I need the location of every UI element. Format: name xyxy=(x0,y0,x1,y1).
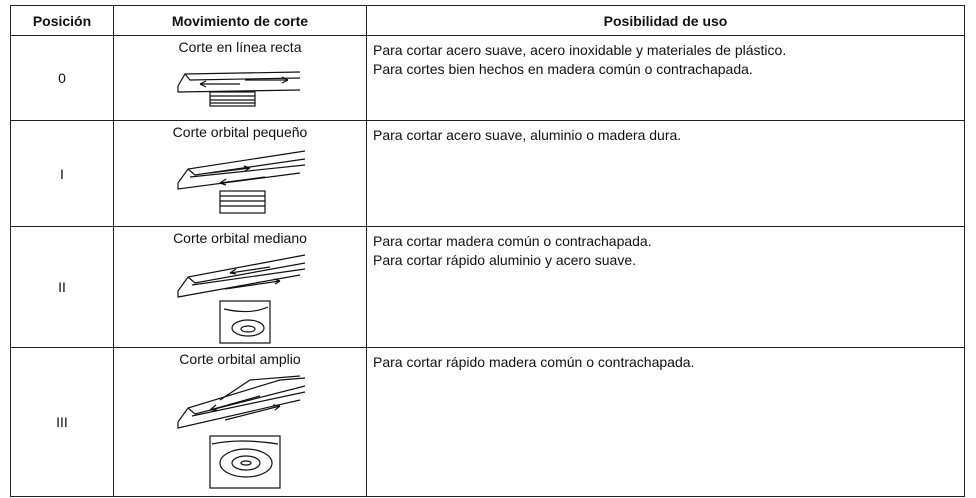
use-line: Para cortar rápido aluminio y acero suav… xyxy=(373,252,637,268)
movement: Corte en línea recta xyxy=(178,39,302,55)
use-line: Para cortar madera común o contrachapada… xyxy=(373,233,652,249)
row: I Corte orbital pequeño Para cortar acer… xyxy=(10,120,965,227)
illustration xyxy=(177,375,306,489)
use-line: Para cortar acero suave, aluminio o made… xyxy=(373,127,682,143)
movement-cell: Corte orbital mediano xyxy=(113,226,367,348)
position: 0 xyxy=(10,35,114,121)
position: II xyxy=(10,226,114,348)
row: II Corte orbital mediano Para cortar mad… xyxy=(10,226,965,348)
illustration xyxy=(177,150,306,214)
usage-table: Posición Movimiento de corte Posibilidad… xyxy=(10,5,965,497)
header-cell: Posibilidad de uso xyxy=(366,5,965,36)
movement-cell: Corte orbital pequeño xyxy=(113,120,367,227)
movement-cell: Corte en línea recta xyxy=(113,35,367,121)
uses-cell: Para cortar madera común o contrachapada… xyxy=(366,226,965,348)
use-line: Para cortes bien hechos en madera común … xyxy=(373,61,753,77)
header-cell: Posición xyxy=(10,5,114,36)
use-line: Para cortar rápido madera común o contra… xyxy=(373,354,695,370)
uses-cell: Para cortar rápido madera común o contra… xyxy=(366,347,965,497)
header-row: Posición Movimiento de corte Posibilidad… xyxy=(10,5,965,36)
uses-cell: Para cortar acero suave, aluminio o made… xyxy=(366,120,965,227)
position: I xyxy=(10,120,114,227)
use-line: Para cortar acero suave, acero inoxidabl… xyxy=(373,42,787,58)
row: 0 Corte en línea recta Para cortar acero… xyxy=(10,35,965,121)
illustration xyxy=(177,254,306,344)
uses-cell: Para cortar acero suave, acero inoxidabl… xyxy=(366,35,965,121)
header-cell: Movimiento de corte xyxy=(113,5,367,36)
row: III Corte orbital amplio Para cortar ráp… xyxy=(10,347,965,497)
movement-cell: Corte orbital amplio xyxy=(113,347,367,497)
movement: Corte orbital mediano xyxy=(173,230,307,246)
illustration xyxy=(177,71,301,107)
movement: Corte orbital pequeño xyxy=(172,124,308,140)
position: III xyxy=(10,347,114,497)
movement: Corte orbital amplio xyxy=(179,351,301,367)
